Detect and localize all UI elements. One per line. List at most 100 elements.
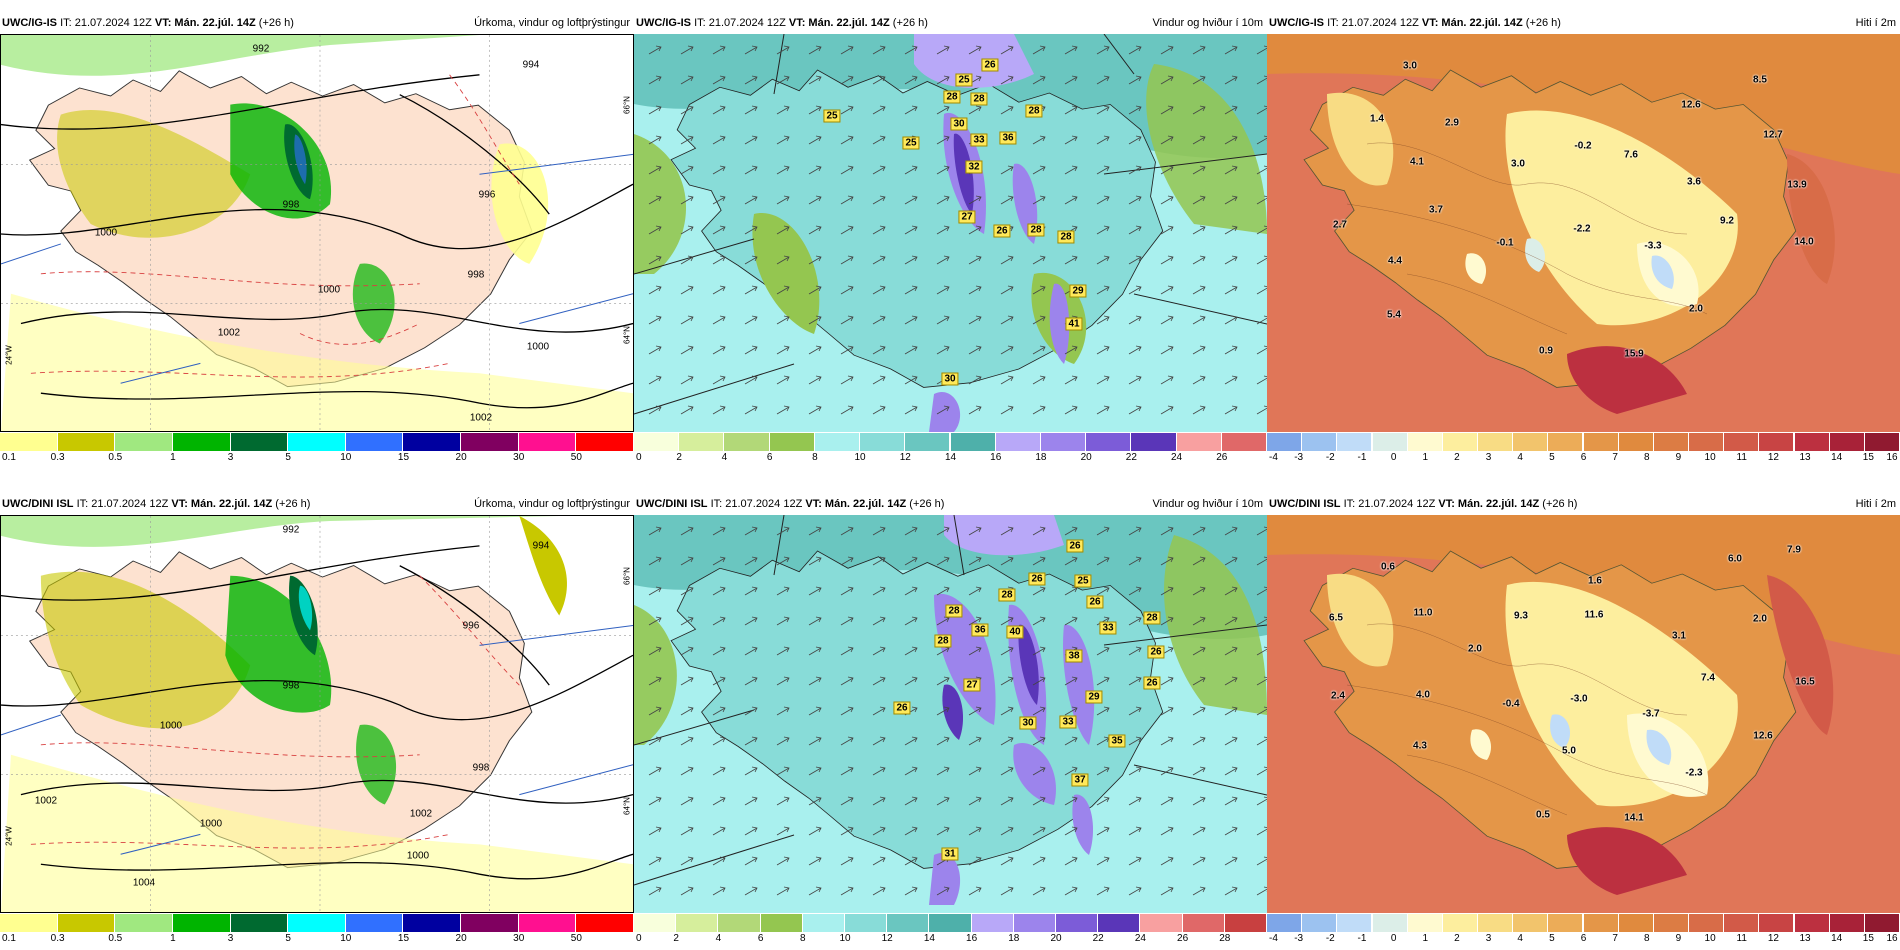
colorbar-swatch <box>802 914 845 932</box>
colorbar-tick-label: 4 <box>1517 452 1523 463</box>
wind-arrow <box>1096 165 1110 175</box>
colorbar-swatch <box>345 433 404 451</box>
wind-arrow <box>1000 315 1014 325</box>
wind-arrow <box>904 616 918 626</box>
wind-arrow <box>1128 375 1142 385</box>
wind-arrow <box>968 856 982 866</box>
colorbar-swatch <box>115 433 173 451</box>
wind-arrow <box>744 45 758 55</box>
pressure-label: 1000 <box>159 720 183 732</box>
colorbar-tick-label: 13 <box>1799 452 1811 463</box>
wind-arrow <box>1192 766 1206 776</box>
colorbar-swatch <box>1221 433 1267 451</box>
wind-arrow <box>1096 766 1110 776</box>
colorbar-tick-label: 2 <box>1454 933 1460 944</box>
wind-arrow <box>776 886 790 896</box>
wind-arrow <box>1224 886 1238 896</box>
wind-arrow <box>808 225 822 235</box>
wind-arrow <box>1096 646 1110 656</box>
wind-arrow <box>1064 165 1078 175</box>
gust-label: 26 <box>1147 645 1165 659</box>
wind-arrow <box>1224 135 1238 145</box>
wind-arrow <box>872 375 886 385</box>
wind-arrow <box>1064 556 1078 566</box>
wind-arrow <box>1096 586 1110 596</box>
colorbar-tick-label: -1 <box>1357 933 1367 944</box>
wind-arrow <box>1000 255 1014 265</box>
colorbar-swatch <box>57 914 116 932</box>
wind-arrow <box>680 405 694 415</box>
colorbar-swatch <box>1794 914 1830 932</box>
wind-arrow <box>648 135 662 145</box>
colorbar-swatch <box>905 433 951 451</box>
wind-arrow <box>680 736 694 746</box>
colorbar-tick-label: 9 <box>1675 452 1682 463</box>
wind-arrow <box>1000 195 1014 205</box>
wind-arrow <box>840 405 854 415</box>
wind-arrow <box>1256 796 1267 806</box>
wind-arrow <box>1032 526 1046 536</box>
wind-arrow <box>1160 556 1174 566</box>
temp-label: 2.0 <box>1468 643 1482 655</box>
colorbar-tick-label: 11 <box>1736 933 1747 944</box>
pressure-label: 1000 <box>317 284 341 296</box>
pressure-label: 996 <box>462 620 480 632</box>
pressure-label: 998 <box>472 762 490 774</box>
wind-arrow <box>840 856 854 866</box>
colorbar-tick-label: 0.1 <box>2 933 16 944</box>
wind-arrow <box>904 826 918 836</box>
wind-arrow <box>648 886 662 896</box>
wind-arrow <box>712 706 726 716</box>
model-name: UWC/IG-IS <box>2 17 57 29</box>
wind-arrow <box>744 616 758 626</box>
wind-arrow <box>744 285 758 295</box>
gust-label: 27 <box>958 210 976 224</box>
wind-panel-dini: UWC/DINI ISL IT: 21.07.2024 12Z VT: Mán.… <box>634 494 1267 945</box>
wind-arrow <box>808 586 822 596</box>
wind-arrow <box>1128 135 1142 145</box>
wind-arrow <box>1160 195 1174 205</box>
wind-arrow <box>776 105 790 115</box>
wind-arrow <box>936 255 950 265</box>
wind-arrow <box>680 706 694 716</box>
wind-arrow <box>968 736 982 746</box>
wind-arrow <box>968 886 982 896</box>
colorbar-tick-label: 2 <box>673 933 679 944</box>
wind-arrow <box>968 766 982 776</box>
wind-arrow <box>872 405 886 415</box>
colorbar-swatch <box>769 433 815 451</box>
wind-arrow <box>1000 556 1014 566</box>
wind-arrow <box>680 315 694 325</box>
wind-arrow <box>808 285 822 295</box>
wind-arrow <box>1128 315 1142 325</box>
wind-arrow <box>904 45 918 55</box>
wind-arrow <box>776 45 790 55</box>
colorbar-tick-label: 0.3 <box>50 933 65 944</box>
gust-label: 25 <box>955 73 973 87</box>
temp-label: 1.4 <box>1370 113 1384 125</box>
temp-label: 2.0 <box>1689 303 1703 315</box>
wind-arrow <box>1064 45 1078 55</box>
wind-arrow <box>1256 195 1267 205</box>
wind-arrow <box>1128 736 1142 746</box>
wind-arrow <box>1224 195 1238 205</box>
wind-arrow <box>936 556 950 566</box>
gust-label: 30 <box>941 372 959 386</box>
wind-arrow <box>808 736 822 746</box>
wind-arrow <box>776 345 790 355</box>
wind-arrow <box>1000 105 1014 115</box>
wind-arrow <box>1224 105 1238 115</box>
wind-arrow <box>1064 586 1078 596</box>
wind-arrow <box>840 586 854 596</box>
wind-arrow <box>1064 826 1078 836</box>
wind-arrow <box>648 796 662 806</box>
wind-arrow <box>648 616 662 626</box>
wind-arrow <box>1224 345 1238 355</box>
wind-arrow <box>808 616 822 626</box>
wind-arrow <box>1000 706 1014 716</box>
colorbar-swatch <box>1829 433 1865 451</box>
wind-arrow <box>872 165 886 175</box>
wind-arrow <box>1128 405 1142 415</box>
colorbar-tick-label: 24 <box>1134 933 1146 944</box>
colorbar-tick-label: 8 <box>1644 933 1650 944</box>
